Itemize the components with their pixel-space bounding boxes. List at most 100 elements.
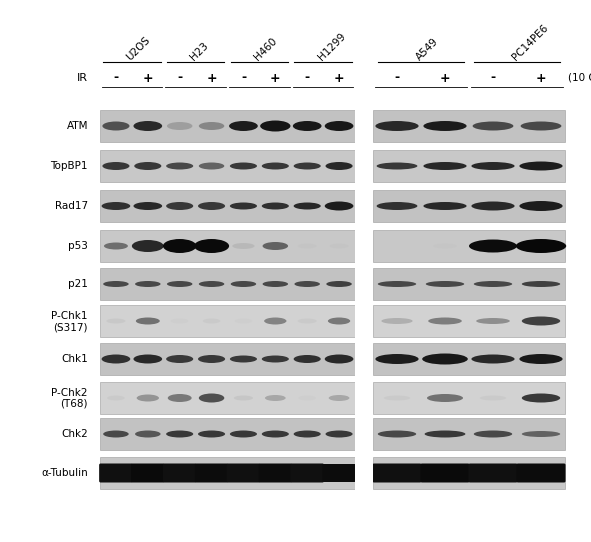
Ellipse shape [260, 120, 290, 132]
Ellipse shape [294, 430, 321, 437]
FancyBboxPatch shape [420, 463, 469, 482]
Bar [100, 190, 355, 222]
Text: +: + [270, 72, 281, 85]
Text: PC14PE6: PC14PE6 [510, 22, 550, 62]
Bar [373, 418, 565, 450]
Bar [373, 150, 565, 182]
Text: P-Chk2: P-Chk2 [51, 388, 88, 398]
Ellipse shape [168, 394, 191, 402]
Ellipse shape [235, 319, 252, 324]
Ellipse shape [480, 396, 506, 401]
Ellipse shape [230, 356, 257, 363]
Ellipse shape [166, 202, 193, 210]
Ellipse shape [428, 318, 462, 325]
Ellipse shape [230, 281, 256, 287]
Bar [355, 417, 373, 451]
Text: p21: p21 [68, 279, 88, 289]
Ellipse shape [265, 395, 285, 401]
Text: +: + [142, 72, 153, 85]
Ellipse shape [103, 430, 129, 437]
Ellipse shape [294, 355, 321, 363]
Ellipse shape [298, 396, 316, 401]
Ellipse shape [423, 202, 467, 210]
Text: H1299: H1299 [316, 31, 348, 62]
Ellipse shape [326, 281, 352, 287]
Ellipse shape [194, 239, 229, 253]
Text: -: - [491, 72, 496, 85]
FancyBboxPatch shape [517, 463, 566, 482]
Ellipse shape [264, 318, 287, 325]
Ellipse shape [427, 394, 463, 402]
Ellipse shape [522, 393, 560, 403]
Bar [355, 189, 373, 223]
FancyBboxPatch shape [131, 463, 165, 482]
Ellipse shape [294, 281, 320, 287]
Ellipse shape [519, 162, 563, 171]
Ellipse shape [163, 239, 196, 253]
FancyBboxPatch shape [163, 463, 196, 482]
Bar [355, 267, 373, 301]
Ellipse shape [102, 354, 130, 364]
Text: -: - [394, 72, 400, 85]
Ellipse shape [199, 393, 225, 403]
Ellipse shape [262, 281, 288, 287]
Ellipse shape [198, 430, 225, 437]
Ellipse shape [521, 121, 561, 131]
Bar [373, 190, 565, 222]
Ellipse shape [326, 162, 353, 170]
Text: (S317): (S317) [54, 322, 88, 332]
Ellipse shape [166, 163, 193, 170]
Ellipse shape [423, 162, 467, 170]
Ellipse shape [376, 163, 417, 170]
Text: -: - [177, 72, 182, 85]
Bar [373, 382, 565, 414]
Ellipse shape [324, 202, 353, 210]
Ellipse shape [198, 355, 225, 363]
Ellipse shape [137, 395, 159, 402]
Bar [100, 382, 355, 414]
Text: H460: H460 [252, 35, 279, 62]
Ellipse shape [375, 121, 418, 131]
Ellipse shape [203, 319, 220, 324]
Ellipse shape [103, 281, 129, 287]
Bar [355, 381, 373, 415]
Ellipse shape [230, 163, 257, 170]
Ellipse shape [294, 203, 321, 210]
Ellipse shape [423, 121, 467, 131]
Ellipse shape [330, 243, 349, 248]
Ellipse shape [519, 201, 563, 211]
Ellipse shape [329, 395, 349, 401]
FancyBboxPatch shape [372, 463, 421, 482]
Ellipse shape [522, 281, 560, 287]
Ellipse shape [433, 243, 457, 248]
Ellipse shape [102, 202, 130, 210]
Bar [100, 230, 355, 262]
Ellipse shape [199, 122, 225, 130]
Bar [355, 109, 373, 143]
Text: +: + [535, 72, 546, 85]
Ellipse shape [229, 121, 258, 131]
Ellipse shape [476, 318, 510, 324]
Ellipse shape [294, 163, 321, 170]
Ellipse shape [134, 354, 162, 364]
Ellipse shape [324, 121, 353, 131]
Ellipse shape [262, 356, 289, 363]
Ellipse shape [378, 430, 416, 437]
Bar [100, 457, 355, 489]
Text: H23: H23 [189, 40, 210, 62]
Text: TopBP1: TopBP1 [50, 161, 88, 171]
Ellipse shape [422, 353, 468, 365]
Text: α-Tubulin: α-Tubulin [41, 468, 88, 478]
Ellipse shape [199, 281, 225, 287]
Ellipse shape [385, 243, 409, 248]
Ellipse shape [324, 354, 353, 364]
Ellipse shape [102, 121, 129, 131]
Ellipse shape [472, 202, 515, 210]
Ellipse shape [376, 202, 417, 210]
Text: +: + [440, 72, 450, 85]
Ellipse shape [469, 240, 517, 253]
Text: Chk2: Chk2 [61, 429, 88, 439]
Ellipse shape [375, 354, 418, 364]
Ellipse shape [135, 430, 161, 437]
Ellipse shape [328, 318, 350, 325]
